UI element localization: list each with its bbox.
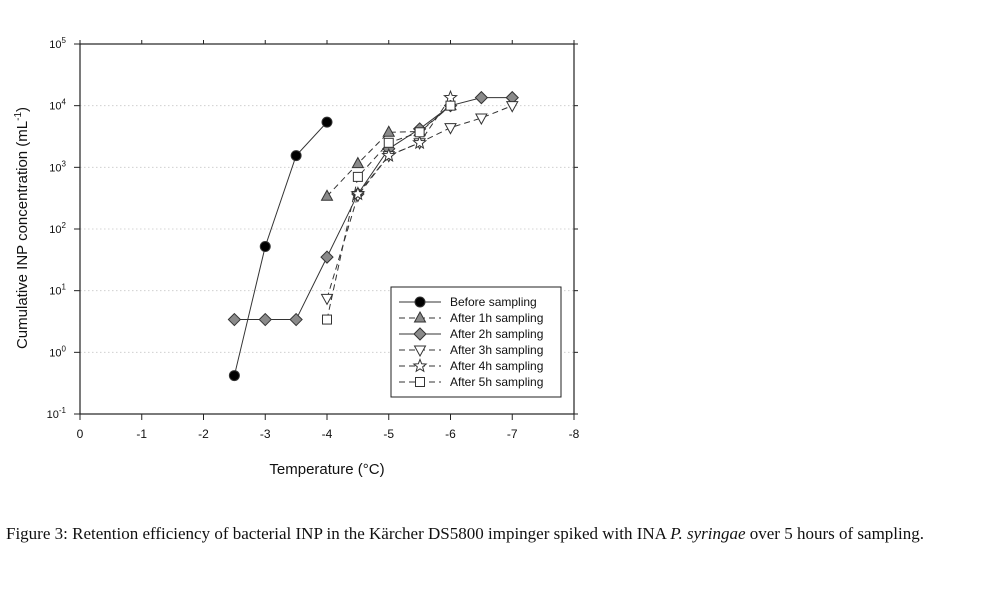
caption-prefix: Figure 3: Retention efficiency of bacter… [6, 524, 671, 543]
series-1 [228, 116, 333, 382]
data-point [382, 125, 396, 137]
x-tick-label: -6 [445, 427, 456, 441]
data-point [228, 370, 240, 382]
data-point [414, 127, 425, 138]
legend-marker [415, 377, 425, 387]
y-tick-label: 104 [49, 98, 66, 113]
x-tick-label: -8 [569, 427, 580, 441]
x-tick-label: 0 [77, 427, 84, 441]
series-layer [227, 89, 519, 382]
legend: Before sampling After 1h sampling After 2h… [390, 286, 562, 398]
data-point [412, 134, 428, 150]
x-tick-label: -3 [260, 427, 271, 441]
series-line [233, 121, 328, 376]
x-tick-label: -7 [507, 427, 518, 441]
data-point [352, 171, 363, 182]
data-point [381, 147, 397, 162]
legend-label: Before sampling [450, 295, 537, 309]
data-point [320, 189, 334, 201]
y-axis-label-main: Cumulative INP concentration (mL [14, 121, 31, 349]
data-point [258, 312, 272, 327]
series-line [357, 97, 451, 195]
series-6 [322, 100, 456, 325]
data-point [383, 137, 394, 148]
data-point [443, 89, 458, 105]
legend-label: After 5h sampling [450, 375, 543, 389]
data-point [505, 101, 519, 113]
data-point [351, 156, 365, 169]
y-axis-label-sup: -1 [13, 112, 24, 121]
data-point [322, 314, 332, 325]
legend-label: After 1h sampling [450, 311, 543, 325]
data-point [350, 186, 366, 201]
legend-marker [413, 310, 427, 323]
x-tick-label: -5 [383, 427, 394, 441]
axes: 0 -1 -2 -3 -4 -5 -6 -7 -8 10-1 100 101 102 103 104 105 [47, 36, 580, 441]
y-tick-label: 101 [49, 283, 66, 298]
data-point [289, 312, 303, 327]
data-point [259, 241, 271, 253]
data-point [320, 293, 334, 306]
figure-chart: 0 -1 -2 -3 -4 -5 -6 -7 -810-1100101102103104105 … [13, 36, 580, 478]
data-point [290, 150, 302, 162]
legend-marker [413, 345, 427, 358]
y-axis-label-end: ) [14, 107, 31, 112]
data-point [321, 116, 333, 128]
y-tick-label: 102 [49, 221, 66, 236]
series-5 [350, 89, 458, 201]
legend-label: After 2h sampling [450, 327, 543, 341]
legend-marker [414, 296, 426, 308]
legend-label: After 4h sampling [450, 359, 543, 373]
legend-label: After 3h sampling [450, 343, 543, 357]
y-axis-label: Cumulative INP concentration (mL-1) [13, 107, 31, 349]
x-tick-label: -1 [136, 427, 147, 441]
y-tick-label: 100 [49, 344, 66, 359]
legend-marker [412, 358, 428, 373]
data-point [320, 250, 334, 264]
y-tick-label: 103 [49, 159, 66, 174]
data-point [444, 123, 457, 135]
data-point [227, 312, 242, 327]
data-point [445, 100, 456, 111]
x-tick-label: -2 [198, 427, 209, 441]
x-tick-label: -4 [322, 427, 333, 441]
caption-suffix: over 5 hours of sampling. [745, 524, 924, 543]
figure-caption: Figure 3: Retention efficiency of bacter… [6, 515, 986, 553]
caption-species: P. syringae [670, 524, 746, 543]
data-point [474, 90, 489, 105]
data-point [475, 113, 488, 126]
series-line [326, 105, 451, 197]
legend-marker [413, 327, 427, 341]
x-axis-label: Temperature (°C) [269, 461, 384, 478]
series-line [234, 97, 513, 321]
y-tick-label: 10-1 [47, 406, 67, 421]
y-tick-label: 105 [49, 36, 66, 51]
